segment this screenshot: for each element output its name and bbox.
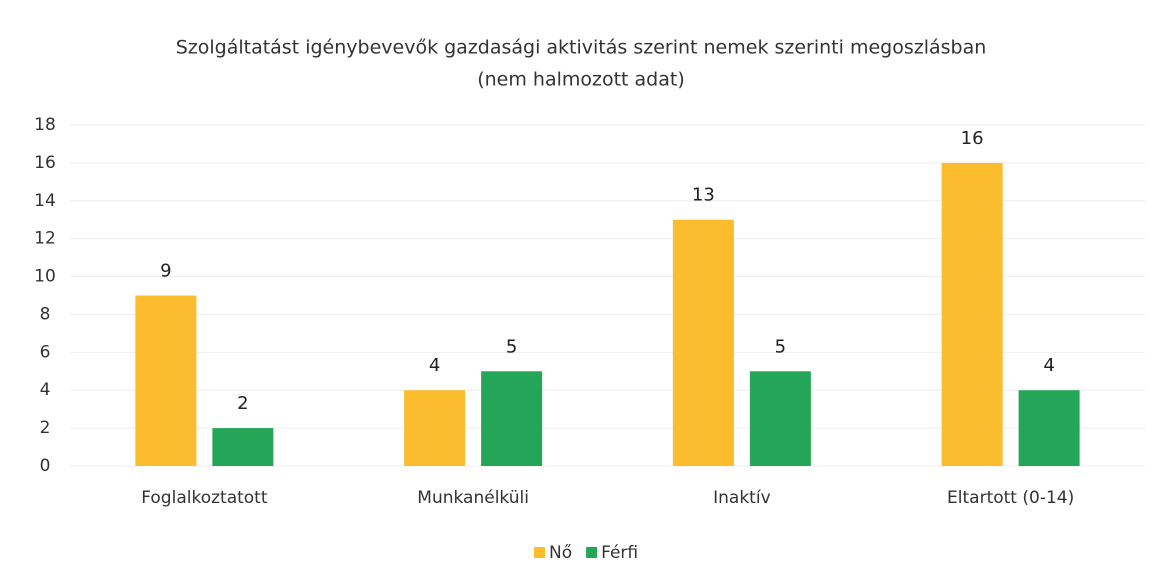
x-tick-label: Foglalkoztatott [141,488,268,508]
x-tick-label: Inaktív [713,488,771,508]
data-label: 5 [775,336,786,357]
bar [135,295,197,466]
data-label: 2 [237,393,248,414]
x-tick-label: Eltartott (0-14) [947,488,1074,508]
y-tick-label: 4 [40,380,51,400]
y-tick-label: 12 [34,229,56,249]
bar [481,371,543,466]
data-label: 9 [160,261,171,282]
bar [212,428,274,466]
bar [749,371,811,466]
data-label: 13 [692,185,715,206]
chart-subtitle: (nem halmozott adat) [477,69,685,91]
chart-title: Szolgáltatást igénybevevők gazdasági akt… [176,37,987,59]
data-label: 4 [429,355,440,376]
data-label: 5 [506,336,517,357]
legend-label: Nő [549,543,572,563]
data-label: 4 [1043,355,1054,376]
y-tick-label: 16 [34,153,56,173]
bar [941,162,1003,466]
bar [1018,390,1080,466]
y-tick-label: 14 [34,191,56,211]
y-tick-label: 8 [40,304,51,324]
legend-swatch [586,547,598,558]
bar [672,219,734,466]
legend-label: Férfi [601,543,638,563]
y-tick-label: 18 [34,115,56,135]
data-label: 16 [961,128,984,149]
y-tick-label: 0 [40,456,51,476]
x-tick-label: Munkanélküli [417,488,529,508]
y-tick-label: 6 [40,342,51,362]
legend-swatch [534,547,545,558]
y-tick-label: 2 [40,418,51,438]
bar [404,390,466,466]
y-tick-label: 10 [34,267,56,287]
